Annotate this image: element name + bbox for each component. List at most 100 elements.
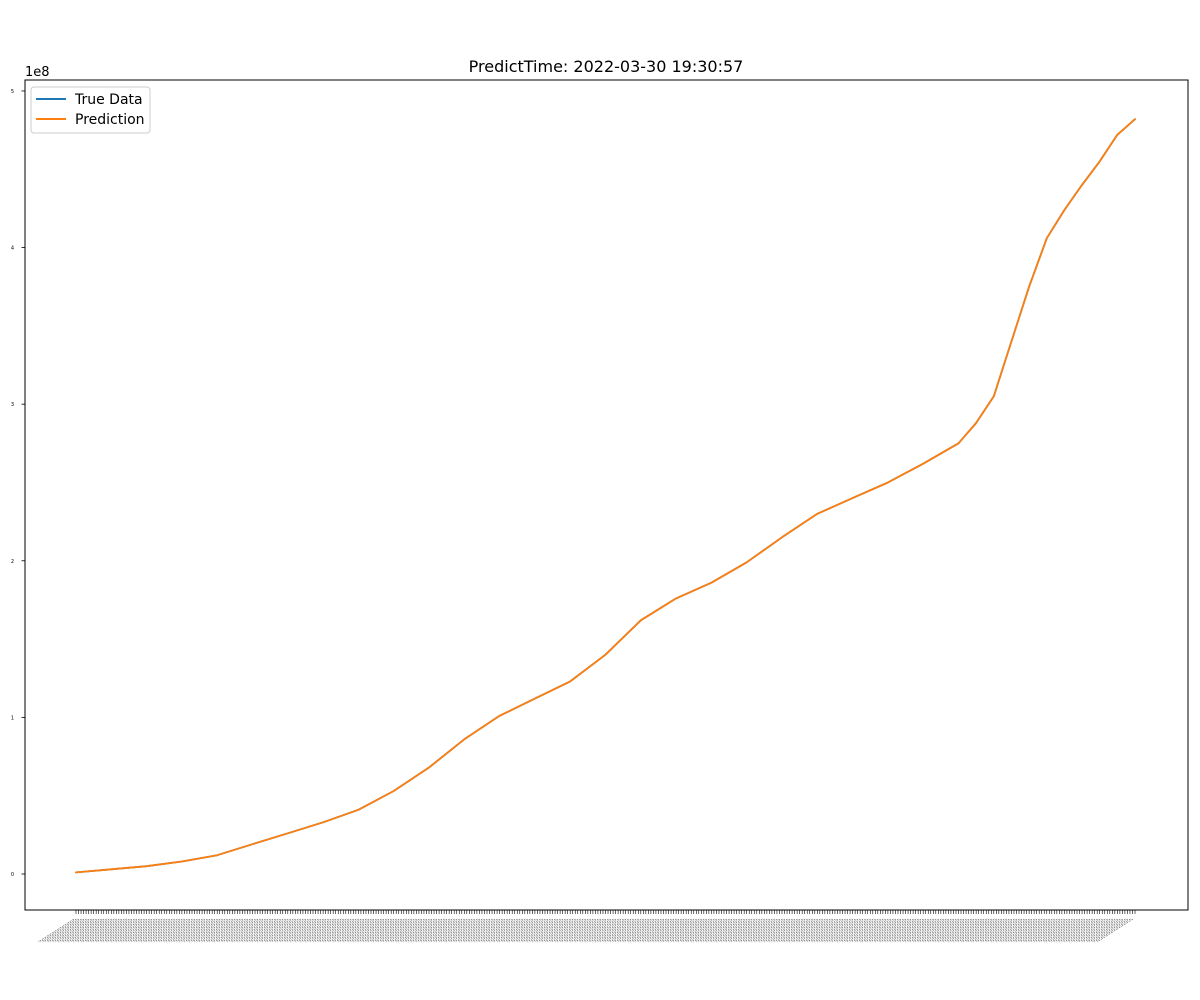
x-tick-label-glyph [990,918,1028,943]
x-tick-label-glyph [375,918,413,943]
x-tick-label-glyph [920,918,957,943]
x-tick-label-glyph [587,918,624,943]
x-tick-label-glyph [398,918,435,943]
x-tick-label-glyph [156,918,193,943]
x-tick-label-glyph [822,918,859,943]
x-tick-label-glyph [1046,918,1083,943]
x-tick-label-glyph [451,918,488,943]
x-tick-label-glyph [163,918,201,943]
x-tick-label-glyph [474,918,511,943]
x-tick-label-glyph [506,918,544,943]
x-tick-label-glyph [295,918,332,943]
x-tick-label-glyph [1081,918,1119,943]
x-tick-label-glyph [980,918,1018,943]
x-tick-label-glyph [428,918,465,943]
x-tick-label-glyph [322,918,360,943]
x-tick-label-glyph [897,918,934,943]
x-tick-label-glyph [1036,918,1073,943]
y-tick-label: 0 [11,872,14,878]
x-tick-label-glyph [761,918,798,943]
x-tick-label-glyph [670,918,708,943]
x-tick-label-glyph [658,918,695,943]
x-tick-label-glyph [453,918,491,943]
x-tick-label-glyph [653,918,690,943]
x-tick-label-glyph [892,918,929,943]
x-tick-label-glyph [108,918,145,943]
x-tick-label-glyph [242,918,279,943]
x-tick-label-glyph [161,918,198,943]
y-tick-label: 4 [11,246,14,252]
x-tick-label-glyph [1091,918,1129,943]
x-tick-label-glyph [632,918,670,943]
x-tick-label-glyph [105,918,143,943]
x-tick-label-glyph [738,918,776,943]
x-tick-label-glyph [569,918,607,943]
x-tick-label-glyph [922,918,960,943]
legend: True Data Prediction [30,86,151,134]
x-tick-label-glyph [847,918,884,943]
x-tick-label-glyph [441,918,478,943]
x-tick-label-glyph [968,918,1005,943]
x-tick-label-glyph [516,918,554,943]
x-tick-label-glyph [869,918,907,943]
x-tick-label-glyph [791,918,829,943]
x-tick-label-glyph [300,918,337,943]
x-tick-label-glyph [310,918,347,943]
x-tick-label-glyph [269,918,307,943]
x-tick-label-glyph [133,918,170,943]
y-tick-label: 3 [11,402,14,408]
x-tick-label-glyph [789,918,826,943]
x-tick-label-glyph [68,918,105,943]
legend-label: True Data [74,92,143,108]
x-tick-label-glyph [741,918,778,943]
x-tick-label-glyph [577,918,614,943]
x-tick-label-glyph [549,918,586,943]
x-tick-label-glyph [547,918,584,943]
x-tick-label-glyph [181,918,218,943]
x-tick-label-glyph [874,918,912,943]
x-tick-label-glyph [680,918,718,943]
x-tick-label-glyph [239,918,276,943]
x-tick-label-glyph [766,918,803,943]
x-tick-label-glyph [90,918,128,943]
x-tick-label-glyph [1086,918,1124,943]
legend-label: Prediction [75,112,145,128]
x-tick-label-glyph [890,918,927,943]
x-tick-label-glyph [1076,918,1113,943]
x-tick-label-glyph [635,918,672,943]
x-tick-label-glyph [690,918,728,943]
x-tick-label-glyph [416,918,453,943]
x-tick-label-glyph [411,918,448,943]
x-tick-label-glyph [572,918,609,943]
x-tick-label-glyph [403,918,440,943]
x-tick-label-glyph [390,918,428,943]
x-tick-label-glyph [123,918,160,943]
x-tick-label-glyph [935,918,972,943]
x-tick-label-glyph [963,918,1000,943]
x-tick-label-glyph [582,918,619,943]
x-tick-label-glyph [736,918,773,943]
x-tick-label-glyph [433,918,470,943]
x-tick-label-glyph [408,918,445,943]
x-tick-label-glyph [950,918,987,943]
x-tick-label-glyph [975,918,1013,943]
x-tick-label-glyph [476,918,513,943]
x-tick-label-glyph [496,918,534,943]
x-tick-label-glyph [436,918,473,943]
x-tick-label-glyph [330,918,367,943]
x-tick-label-glyph [47,918,85,943]
x-tick-label-glyph [1096,918,1134,943]
x-tick-label-glyph [50,918,87,943]
x-tick-label-glyph [519,918,556,943]
x-tick-label-glyph [774,918,811,943]
x-tick-label-glyph [272,918,309,943]
x-tick-label-glyph [620,918,657,943]
x-tick-label-glyph [660,918,697,943]
x-tick-label-glyph [421,918,458,943]
y-axis: 0 1 2 3 4 5 [11,89,25,878]
x-tick-label-glyph [996,918,1033,943]
x-tick-label-glyph [527,918,564,943]
x-tick-label-glyph [153,918,191,943]
x-tick-label-glyph [585,918,622,943]
x-tick-label-glyph [514,918,551,943]
